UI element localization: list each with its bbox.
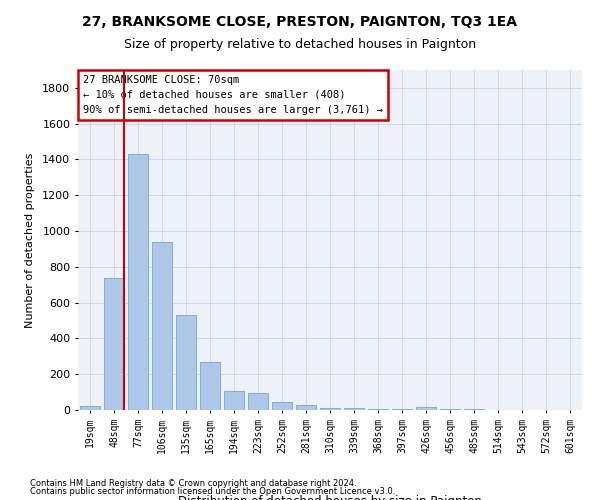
Bar (368, 409, 388, 410)
Y-axis label: Number of detached properties: Number of detached properties (25, 152, 35, 328)
Bar (128, 154, 148, 410)
Bar (200, 362, 220, 410)
Text: Size of property relative to detached houses in Paignton: Size of property relative to detached ho… (124, 38, 476, 51)
Bar (248, 393, 268, 410)
Text: Contains public sector information licensed under the Open Government Licence v3: Contains public sector information licen… (30, 487, 395, 496)
X-axis label: Distribution of detached houses by size in Paignton: Distribution of detached houses by size … (178, 494, 482, 500)
Bar (80, 406, 100, 410)
Bar (416, 408, 436, 410)
Bar (296, 405, 316, 410)
Bar (104, 278, 124, 410)
Bar (176, 315, 196, 410)
Bar (344, 408, 364, 410)
Bar (272, 402, 292, 410)
Text: Contains HM Land Registry data © Crown copyright and database right 2024.: Contains HM Land Registry data © Crown c… (30, 478, 356, 488)
Bar (320, 408, 340, 410)
Text: 27 BRANKSOME CLOSE: 70sqm
← 10% of detached houses are smaller (408)
90% of semi: 27 BRANKSOME CLOSE: 70sqm ← 10% of detac… (83, 75, 383, 114)
Text: 27, BRANKSOME CLOSE, PRESTON, PAIGNTON, TQ3 1EA: 27, BRANKSOME CLOSE, PRESTON, PAIGNTON, … (83, 15, 517, 29)
Bar (152, 242, 172, 410)
Bar (224, 390, 244, 410)
